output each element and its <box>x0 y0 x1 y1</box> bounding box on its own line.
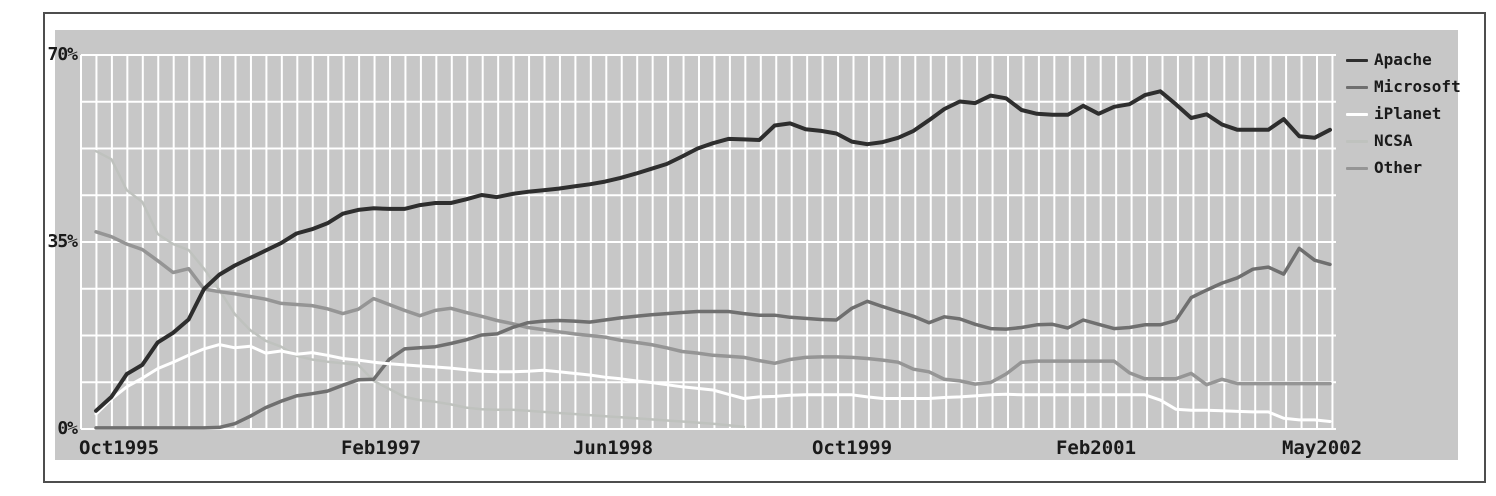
series-line-iplanet <box>94 343 1332 423</box>
legend-label: iPlanet <box>1374 104 1442 123</box>
x-tick-feb2001: Feb2001 <box>1055 437 1137 459</box>
plot-area <box>80 54 1336 430</box>
iplanet-line-swatch <box>1346 113 1368 116</box>
x-tick-jun1998: Jun1998 <box>572 437 654 459</box>
microsoft-line-swatch <box>1346 86 1368 89</box>
chart-panel: 70% 35% 0% Oct1995 Feb1997 Jun1998 Oct19… <box>47 30 1461 460</box>
x-tick-may2002: May2002 <box>1281 437 1363 459</box>
legend-label: Other <box>1374 158 1423 177</box>
y-tick-35: 35% <box>47 231 78 252</box>
series-line-apache <box>94 89 1332 413</box>
ncsa-line-swatch <box>1346 140 1368 143</box>
x-tick-feb1997: Feb1997 <box>340 437 422 459</box>
y-tick-0: 0% <box>57 418 78 439</box>
legend-label: NCSA <box>1374 131 1413 150</box>
x-tick-oct1999: Oct1999 <box>811 437 893 459</box>
other-line-swatch <box>1346 167 1368 170</box>
series-line-other <box>94 230 1332 387</box>
legend-label: Microsoft <box>1374 77 1461 96</box>
x-tick-oct1995: Oct1995 <box>78 437 160 459</box>
series-line-microsoft <box>94 246 1332 430</box>
legend-label: Apache <box>1374 50 1432 69</box>
apache-line-swatch <box>1346 59 1368 62</box>
y-tick-70: 70% <box>47 44 78 65</box>
series-line-ncsa <box>94 149 746 429</box>
